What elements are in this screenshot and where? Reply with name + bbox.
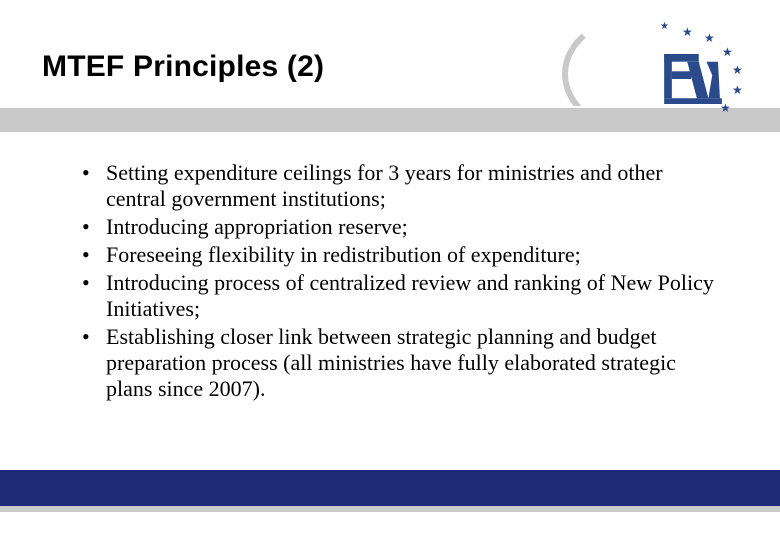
bullet-list: • Setting expenditure ceilings for 3 yea…: [78, 160, 726, 404]
star-icon: ★: [722, 46, 733, 58]
list-item: • Foreseeing flexibility in redistributi…: [78, 242, 726, 268]
list-item: • Establishing closer link between strat…: [78, 324, 726, 402]
bullet-text: Introducing process of centralized revie…: [106, 270, 726, 322]
list-item: • Introducing process of centralized rev…: [78, 270, 726, 322]
star-icon: ★: [660, 22, 669, 32]
bullet-text: Setting expenditure ceilings for 3 years…: [106, 160, 726, 212]
slide: MTEF Principles (2) ★ ★ ★ ★ ★ ★ ★ • Sett…: [0, 0, 780, 540]
star-icon: ★: [704, 32, 715, 44]
bullet-text: Foreseeing flexibility in redistribution…: [106, 242, 726, 268]
star-icon: ★: [732, 64, 743, 76]
bullet-text: Introducing appropriation reserve;: [106, 214, 726, 240]
bullet-text: Establishing closer link between strateg…: [106, 324, 726, 402]
bullet-marker: •: [78, 160, 106, 186]
bullet-marker: •: [78, 242, 106, 268]
list-item: • Introducing appropriation reserve;: [78, 214, 726, 240]
logo-area: ★ ★ ★ ★ ★ ★ ★: [560, 4, 780, 134]
bullet-marker: •: [78, 270, 106, 296]
star-icon: ★: [732, 84, 743, 96]
list-item: • Setting expenditure ceilings for 3 yea…: [78, 160, 726, 212]
footer-grey-line: [0, 506, 780, 512]
fm-logo-icon: [664, 54, 722, 104]
star-icon: ★: [682, 26, 693, 38]
footer-navy-band: [0, 470, 780, 506]
slide-title: MTEF Principles (2): [42, 50, 324, 84]
bullet-marker: •: [78, 324, 106, 350]
bullet-marker: •: [78, 214, 106, 240]
